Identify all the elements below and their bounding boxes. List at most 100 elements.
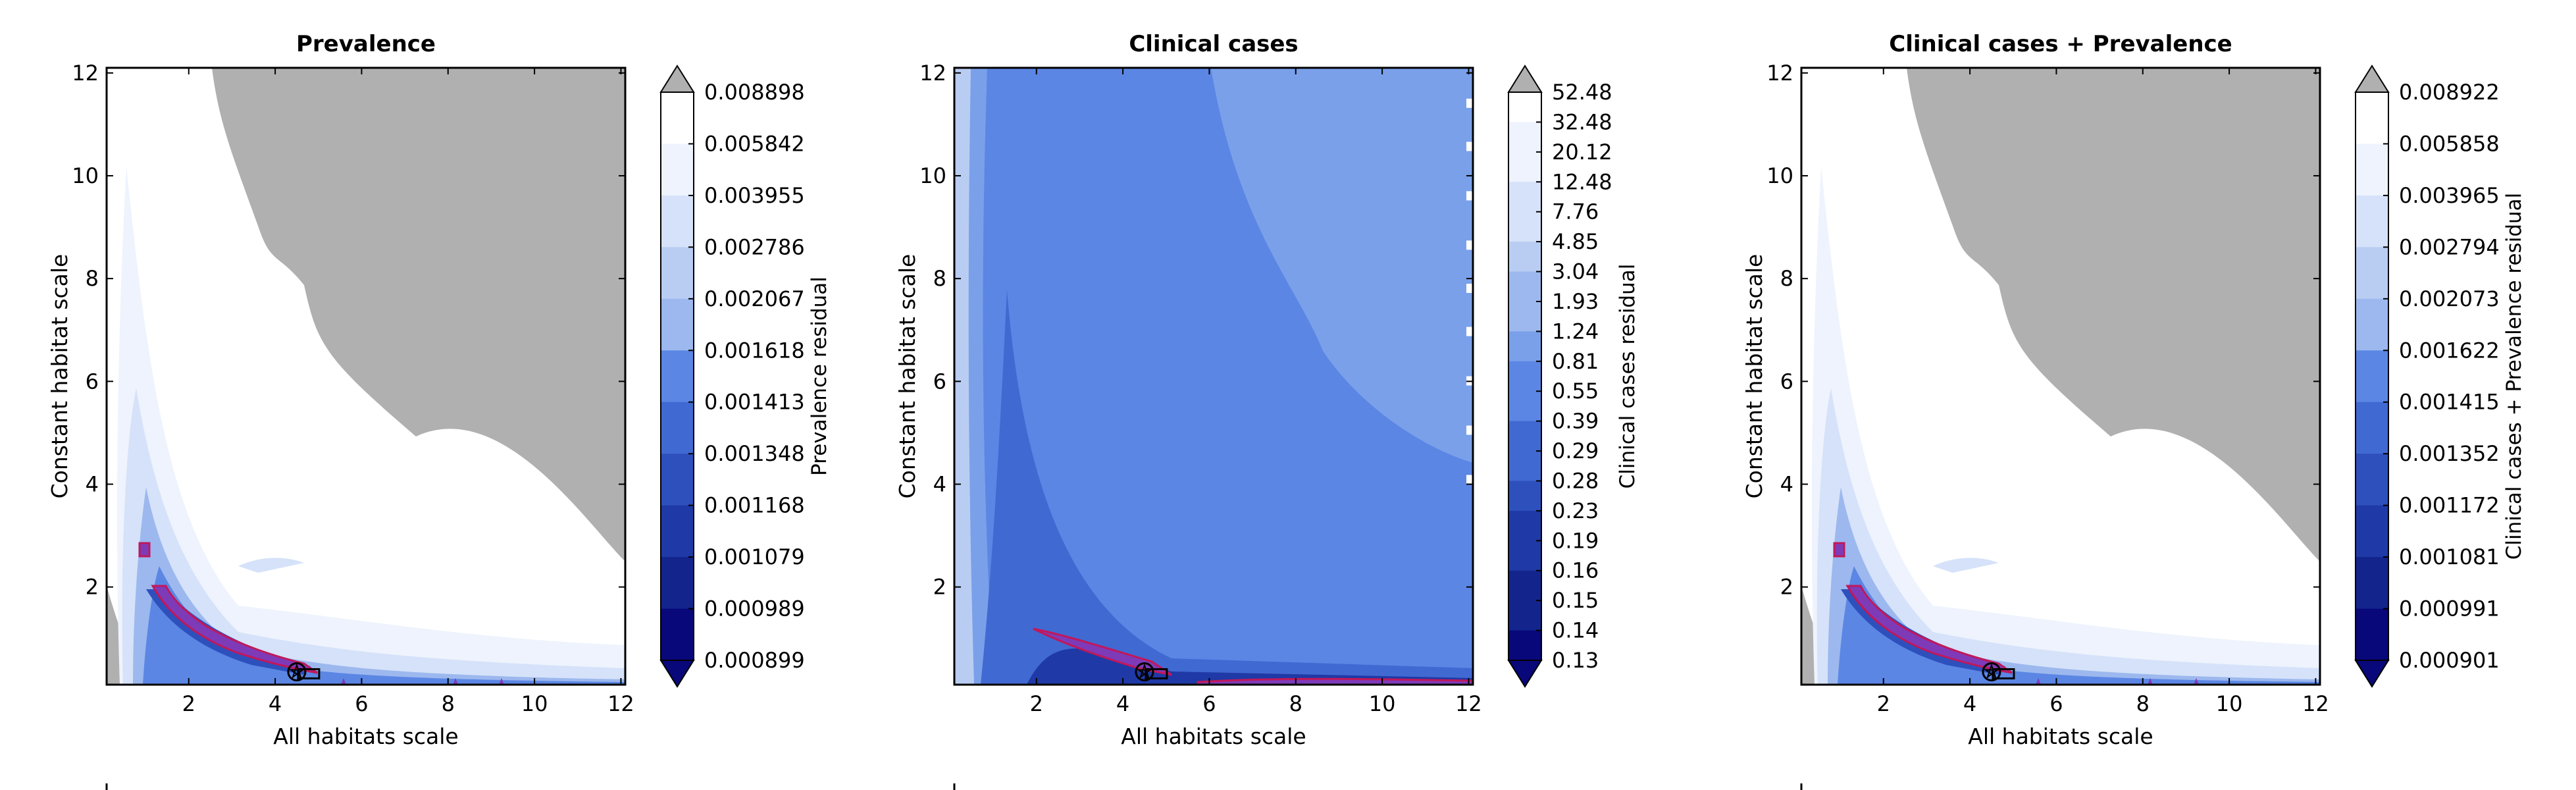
colorbar-tick-label: 0.39 [1552, 409, 1599, 434]
colorbar-tick-label: 0.001168 [704, 493, 805, 518]
colorbar-band [1508, 122, 1541, 153]
colorbar-tick-label: 0.001081 [2399, 544, 2500, 569]
colorbar-band [2356, 557, 2388, 610]
colorbar-band [2356, 608, 2388, 661]
y-axis-label: Constant habitat scale [894, 254, 920, 499]
y-tick-label: 12 [919, 61, 946, 86]
contour-band [238, 558, 304, 573]
plot-area [107, 68, 625, 685]
over-region [1801, 586, 1841, 685]
colorbar-band [2356, 247, 2388, 300]
best-region [2194, 678, 2199, 685]
colorbar-band [661, 557, 694, 610]
x-tick-label: 10 [2216, 691, 2243, 716]
colorbar-tick-label: 3.04 [1552, 259, 1599, 284]
colorbar-over-triangle [1507, 65, 1543, 93]
colorbar-tick-label: 0.001352 [2399, 441, 2500, 466]
chart-panel-3: 2 4 6 8 10 12 2 4 6 8 10 12 Clinical cases + Prevale… [1741, 31, 2526, 790]
colorbar-tick-label: 4.85 [1552, 229, 1599, 254]
colorbar-tick-label: 0.001618 [704, 338, 805, 363]
colorbar-frame [660, 92, 694, 661]
colorbar-band [1508, 182, 1541, 213]
colorbar-band [2356, 350, 2388, 403]
missing-cell [1466, 142, 1473, 151]
over-region [1907, 68, 2320, 562]
colorbar-tick-label: 0.002794 [2399, 234, 2500, 259]
best-region [341, 678, 346, 685]
colorbar-tick-label: 1.24 [1552, 319, 1599, 344]
colorbar-band [1508, 151, 1541, 183]
y-tick-label: 2 [1780, 575, 1793, 600]
x-tick-label: 2 [182, 691, 195, 716]
x-tick-label: 8 [1289, 691, 1302, 716]
best-region [1833, 542, 1845, 558]
x-axis-label: All habitats scale [1968, 724, 2153, 749]
colorbar-tick-label: 0.19 [1552, 528, 1599, 553]
colorbar-tick-label: 0.005858 [2399, 131, 2500, 156]
colorbar-under-triangle [659, 660, 695, 688]
colorbar-tick-label: 1.93 [1552, 289, 1599, 314]
colorbar-band [1508, 301, 1541, 332]
plot-frame [105, 66, 627, 686]
chart-title: Clinical cases + Prevalence [1889, 31, 2232, 57]
best-region [499, 678, 504, 685]
best-region [2036, 678, 2041, 685]
colorbar-tick-label: 0.003965 [2399, 183, 2500, 208]
y-tick-label: 12 [72, 61, 99, 86]
y-tick-label: 4 [1780, 471, 1793, 496]
colorbar-band [1508, 92, 1541, 123]
colorbar-band [2356, 454, 2388, 506]
colorbar-tick-label: 0.003955 [704, 183, 805, 208]
missing-cell [1466, 98, 1473, 108]
colorbar-tick-label: 0.008898 [704, 80, 805, 105]
over-region [212, 68, 625, 562]
colorbar-band [661, 195, 694, 248]
colorbar-over-triangle [659, 65, 695, 93]
colorbar-band [1508, 421, 1541, 452]
best-fit-star-icon [1136, 663, 1152, 679]
chart-title: Clinical cases [1129, 31, 1298, 57]
colorbar: 0.008922 0.005858 0.003965 0.002794 0.002073… [2354, 65, 2526, 688]
contour-band [1838, 566, 2320, 685]
colorbar-band [1508, 331, 1541, 362]
colorbar-band [661, 454, 694, 506]
x-tick-label: 2 [1877, 691, 1890, 716]
best-region [453, 678, 458, 685]
x-tick-label: 10 [1369, 691, 1396, 716]
colorbar-tick-label: 0.29 [1552, 438, 1599, 463]
colorbar-band [1508, 211, 1541, 243]
colorbar-tick-label: 0.002073 [2399, 286, 2500, 311]
colorbar-tick-label: 0.13 [1552, 648, 1599, 673]
colorbar-label: Prevalence residual [808, 276, 831, 476]
y-tick-label: 8 [1780, 266, 1793, 291]
missing-cell [1466, 191, 1473, 201]
best-region [138, 542, 151, 558]
plot-area [1801, 68, 2320, 685]
x-tick-label: 8 [2136, 691, 2150, 716]
colorbar-tick-label: 0.002067 [704, 286, 805, 311]
plot-area [954, 68, 1473, 685]
colorbar-band [661, 92, 694, 145]
colorbar-band [1508, 630, 1541, 661]
colorbar-band [1508, 391, 1541, 422]
colorbar-tick-label: 0.001348 [704, 441, 805, 466]
y-axis-label: Constant habitat scale [1741, 254, 1767, 499]
colorbar-tick-label: 0.81 [1552, 349, 1599, 374]
x-axis-label: All habitats scale [1121, 724, 1306, 749]
colorbar-tick-label: 0.000991 [2399, 596, 2500, 621]
colorbar-tick-label: 52.48 [1552, 80, 1612, 105]
colorbar-tick-label: 0.28 [1552, 468, 1599, 493]
x-tick-label: 12 [607, 691, 634, 716]
colorbar-band [1508, 481, 1541, 512]
missing-cell [1466, 425, 1473, 435]
contour-band [981, 290, 1473, 685]
colorbar-tick-label: 0.15 [1552, 588, 1599, 613]
colorbar-tick-label: 0.001415 [2399, 390, 2500, 415]
plot-frame [953, 66, 1474, 686]
colorbar: 52.48 32.48 20.12 12.48 7.76 4.85 3.04 1.93 1.24… [1507, 65, 1639, 688]
y-tick-label: 8 [86, 266, 99, 291]
colorbar-tick-label: 0.001413 [704, 390, 805, 415]
colorbar-band [1508, 271, 1541, 302]
colorbar-under-triangle [2354, 660, 2390, 688]
